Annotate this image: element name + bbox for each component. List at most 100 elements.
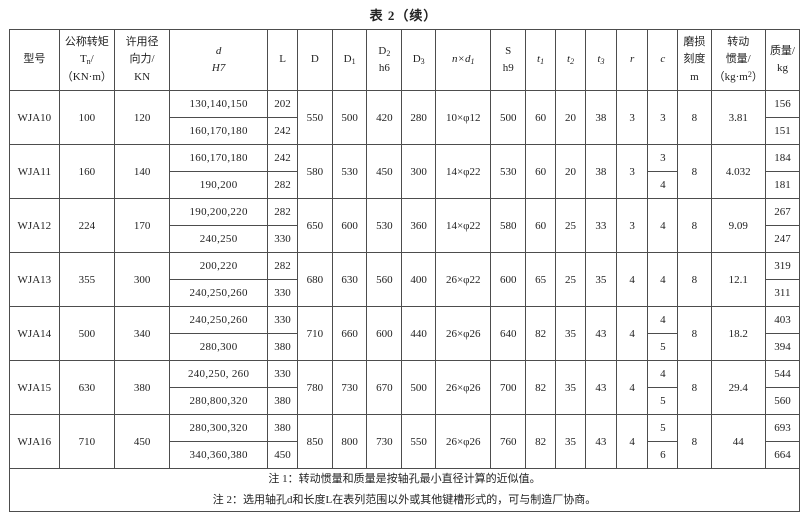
dim-D3-cell: 360: [401, 198, 437, 253]
table-row-wja15-a: WJA15 630 380 240,250, 260 330 780 730 670 500 26…: [9, 360, 801, 415]
column-header-D3: D3: [401, 29, 437, 91]
dim-t2-cell: 20: [555, 144, 587, 199]
bore-d-cell: 200,220: [169, 252, 269, 280]
torque-cell: 710: [58, 414, 115, 469]
length-L-cell: 202: [267, 90, 299, 118]
inertia-cell: 12.1: [710, 252, 766, 307]
mass-cell: 544: [764, 360, 801, 388]
model-cell: WJA15: [9, 360, 60, 415]
dim-c-cell: 5: [647, 387, 679, 415]
torque-cell: 500: [58, 306, 115, 361]
mass-cell: 319: [764, 252, 801, 280]
wear-scale-cell: 8: [677, 198, 712, 253]
bolt-holes-cell: 26×φ22: [435, 252, 492, 307]
column-header-d: d H7: [169, 29, 269, 91]
bore-d-cell: 240,250,260: [169, 279, 269, 307]
model-cell: WJA11: [9, 144, 60, 199]
bore-d-cell: 240,250, 260: [169, 360, 269, 388]
bolt-holes-cell: 10×φ12: [435, 90, 492, 145]
mass-cell: 156: [764, 90, 801, 118]
length-L-cell: 282: [267, 252, 299, 280]
notes-cell: 注 1：转动惯量和质量是按轴孔最小直径计算的近似值。注 2：选用轴孔d和长度L在…: [9, 468, 800, 512]
dim-D-cell: 580: [297, 144, 333, 199]
dim-D2-cell: 670: [366, 360, 403, 415]
table-row-wja13-a: WJA13 355 300 200,220 282 680 630 560 400 26×φ22 6…: [9, 252, 801, 307]
dim-D3-cell: 280: [401, 90, 437, 145]
table-row-wja14-a: WJA14 500 340 240,250,260 330 710 660 600 440 26×…: [9, 306, 801, 361]
radial-force-cell: 380: [113, 360, 171, 415]
wear-scale-cell: 8: [677, 414, 712, 469]
column-header-D: D: [297, 29, 333, 91]
column-header-D1: D1: [331, 29, 368, 91]
bore-d-cell: 280,300: [169, 333, 269, 361]
dim-t1-cell: 82: [525, 306, 557, 361]
dim-S-cell: 500: [490, 90, 527, 145]
dim-r-cell: 4: [615, 414, 649, 469]
bore-d-cell: 280,300,320: [169, 414, 269, 442]
wear-scale-cell: 8: [677, 252, 712, 307]
torque-cell: 630: [58, 360, 115, 415]
dim-D-cell: 780: [297, 360, 333, 415]
dim-D-cell: 710: [297, 306, 333, 361]
dim-D1-cell: 630: [331, 252, 368, 307]
wear-scale-cell: 8: [677, 360, 712, 415]
dim-c-cell: 4: [647, 198, 679, 253]
dim-D-cell: 550: [297, 90, 333, 145]
length-L-cell: 380: [267, 387, 299, 415]
wear-scale-cell: 8: [677, 144, 712, 199]
inertia-cell: 9.09: [710, 198, 766, 253]
table-row-wja10-a: WJA10 100 120 130,140,150 202 550 500 420 280 10×…: [9, 90, 801, 145]
mass-cell: 394: [764, 333, 801, 361]
dim-D1-cell: 800: [331, 414, 368, 469]
model-cell: WJA14: [9, 306, 60, 361]
dim-t3-cell: 35: [585, 252, 617, 307]
inertia-cell: 44: [710, 414, 766, 469]
bore-d-cell: 280,800,320: [169, 387, 269, 415]
dim-D2-cell: 730: [366, 414, 403, 469]
header-row: 型号 公称转矩 Tn/（KN·m） 许用径 向力/KN d H7 L D D1 D2 h6 D3 n×d1…: [9, 29, 801, 91]
dim-D1-cell: 730: [331, 360, 368, 415]
dim-D2-cell: 530: [366, 198, 403, 253]
dim-D1-cell: 530: [331, 144, 368, 199]
dim-c-cell: 5: [647, 333, 679, 361]
column-header-n_d1: n×d1: [435, 29, 492, 91]
dim-D-cell: 680: [297, 252, 333, 307]
dim-D3-cell: 400: [401, 252, 437, 307]
model-cell: WJA10: [9, 90, 60, 145]
bore-d-cell: 160,170,180: [169, 144, 269, 172]
length-L-cell: 282: [267, 198, 299, 226]
dim-D1-cell: 500: [331, 90, 368, 145]
inertia-cell: 4.032: [710, 144, 766, 199]
bolt-holes-cell: 26×φ26: [435, 306, 492, 361]
wear-scale-cell: 8: [677, 306, 712, 361]
dim-t3-cell: 43: [585, 360, 617, 415]
column-header-r: r: [615, 29, 649, 91]
dim-D2-cell: 450: [366, 144, 403, 199]
dim-D2-cell: 560: [366, 252, 403, 307]
torque-cell: 355: [58, 252, 115, 307]
note-line-1: 注 1：转动惯量和质量是按轴孔最小直径计算的近似值。: [268, 473, 541, 485]
dim-t3-cell: 38: [585, 144, 617, 199]
dim-D3-cell: 300: [401, 144, 437, 199]
column-header-torque: 公称转矩 Tn/（KN·m）: [58, 29, 115, 91]
mass-cell: 151: [764, 117, 801, 145]
dim-S-cell: 700: [490, 360, 527, 415]
length-L-cell: 380: [267, 414, 299, 442]
column-header-inertia: 转动 惯量/（kg·m2）: [710, 29, 766, 91]
model-cell: WJA16: [9, 414, 60, 469]
length-L-cell: 330: [267, 306, 299, 334]
length-L-cell: 330: [267, 360, 299, 388]
table-row-wja16-a: WJA16 710 450 280,300,320 380 850 800 730 550 26×…: [9, 414, 801, 469]
dim-c-cell: 5: [647, 414, 679, 442]
note-line-2: 注 2：选用轴孔d和长度L在表列范围以外或其他键槽形式的，可与制造厂协商。: [212, 493, 597, 506]
bore-d-cell: 190,200,220: [169, 198, 269, 226]
dim-c-cell: 4: [647, 252, 679, 307]
bore-d-cell: 160,170,180: [169, 117, 269, 145]
column-header-D2: D2 h6: [366, 29, 403, 91]
dim-D3-cell: 550: [401, 414, 437, 469]
column-header-force: 许用径 向力/KN: [113, 29, 171, 91]
torque-cell: 224: [58, 198, 115, 253]
column-header-L: L: [267, 29, 299, 91]
column-header-t1: t1: [525, 29, 557, 91]
